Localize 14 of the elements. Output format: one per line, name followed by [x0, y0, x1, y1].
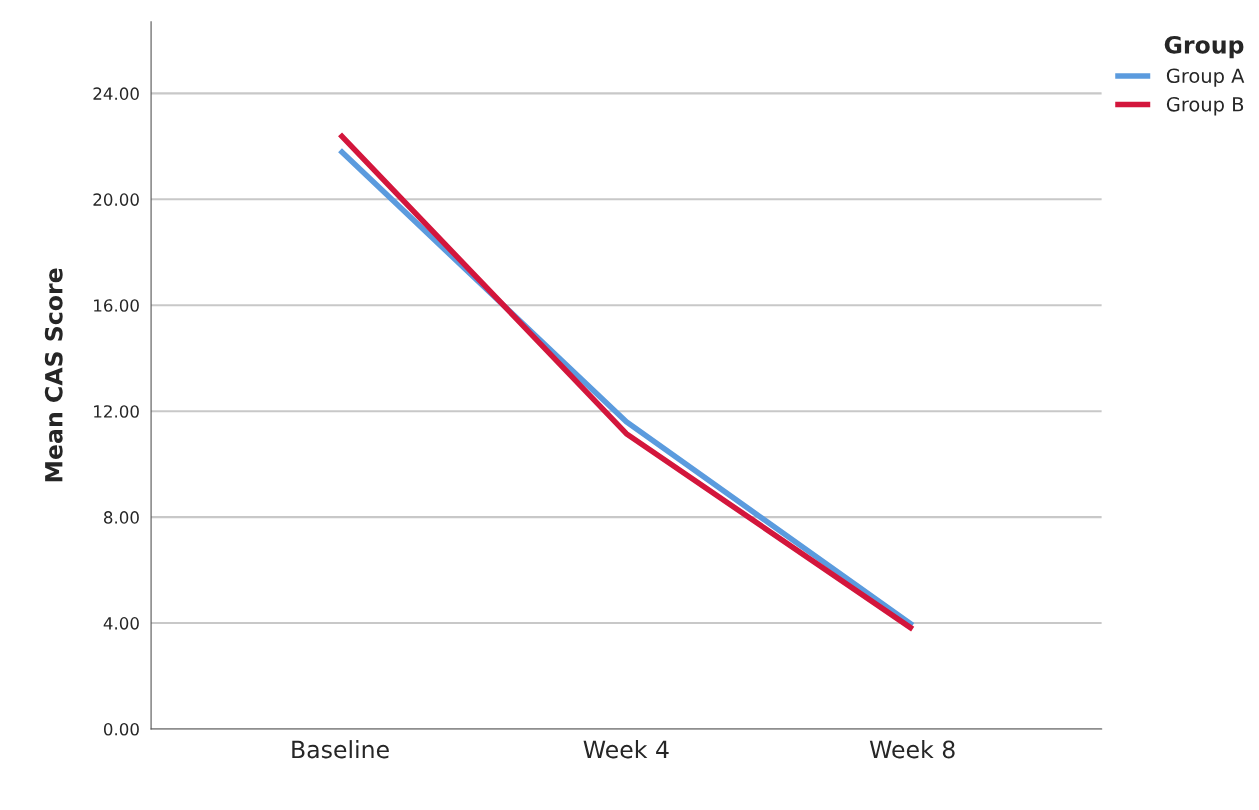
y-tick-label: 24.00 — [93, 87, 139, 100]
y-axis-title: Mean CAS Score — [44, 268, 63, 482]
y-tick-label: 12.00 — [94, 405, 139, 418]
x-tick-label: Baseline — [292, 740, 389, 759]
x-tick-label: Week 4 — [583, 740, 669, 759]
legend-title: Group — [1164, 35, 1244, 59]
y-tick-label: 8.00 — [103, 511, 139, 524]
y-tick-label: 0.00 — [103, 722, 139, 736]
x-tick-label: Week 8 — [869, 740, 955, 759]
legend-label: Group B — [1166, 96, 1244, 116]
y-tick-label: 20.00 — [93, 193, 139, 206]
legend-label: Group A — [1166, 68, 1245, 87]
y-tick-label: 16.00 — [94, 299, 139, 312]
y-tick-label: 4.00 — [103, 617, 139, 630]
